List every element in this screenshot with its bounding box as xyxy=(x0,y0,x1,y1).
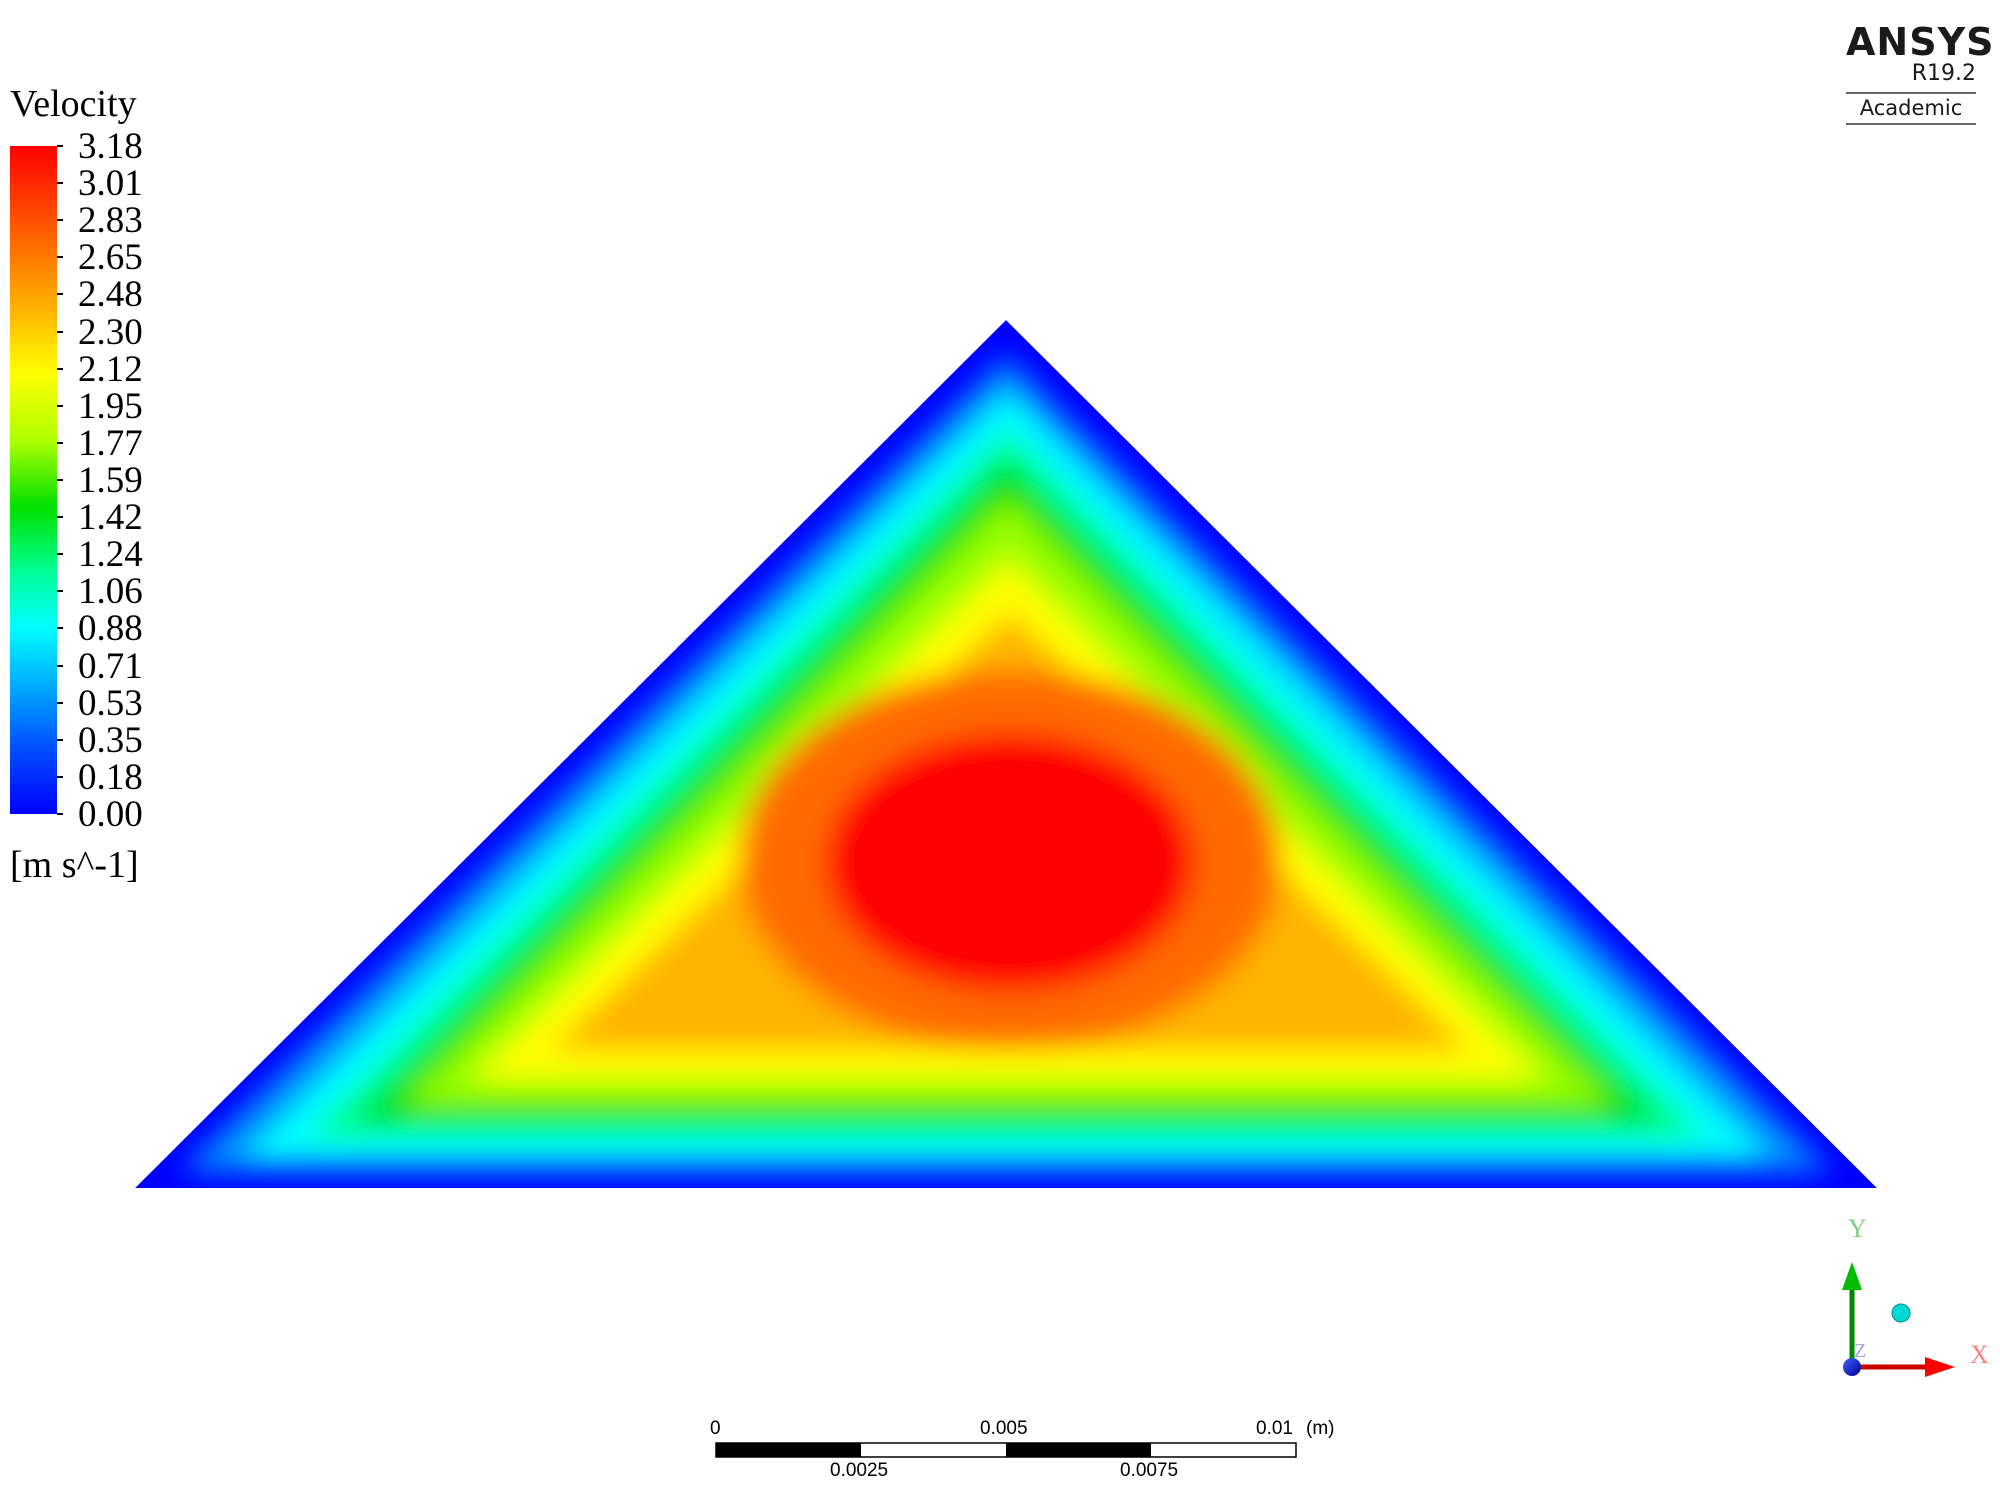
colorbar-tick-mark xyxy=(57,775,63,778)
z-axis-marker xyxy=(1843,1358,1861,1376)
colorbar-tick-mark xyxy=(57,404,63,407)
colorbar-tick-mark xyxy=(57,441,63,444)
colorbar-tick-label: 0.00 xyxy=(78,794,143,835)
colorbar-tick-label: 0.53 xyxy=(78,682,143,724)
colorbar-tick-mark xyxy=(57,479,63,481)
x-arrow-head xyxy=(1925,1357,1955,1377)
scale-label-0005: 0.005 xyxy=(980,1418,1028,1439)
colorbar-tick-label: 3.01 xyxy=(78,163,143,205)
colorbar-tick-mark xyxy=(57,256,63,259)
x-axis-label: X xyxy=(1970,1340,1989,1369)
contour-band-9 xyxy=(825,732,1195,992)
colorbar-tick-label: 2.83 xyxy=(78,200,143,242)
colorbar-tick-label: 0.88 xyxy=(78,608,143,650)
legend-unit: [m s^-1] xyxy=(10,844,139,886)
axis-triad xyxy=(1842,1262,1955,1377)
colorbar-tick-mark xyxy=(57,182,63,185)
scale-bar-segment-3 xyxy=(1006,1443,1151,1457)
colorbar-tick-label: 0.71 xyxy=(78,645,143,687)
logo-brand: ANSYS xyxy=(1846,20,1995,64)
y-axis-label: Y xyxy=(1848,1214,1867,1243)
colorbar-tick-label: 0.18 xyxy=(78,756,143,798)
colorbar-tick-mark xyxy=(57,516,63,519)
colorbar-tick-mark xyxy=(57,367,63,370)
colorbar-tick-mark xyxy=(57,627,63,630)
colorbar-tick-label: 1.95 xyxy=(78,385,143,427)
colorbar-tick-mark xyxy=(57,553,63,556)
view-point-sphere xyxy=(1891,1303,1911,1323)
colorbar-tick-mark xyxy=(57,293,63,296)
colorbar-tick-label: 2.12 xyxy=(78,348,143,390)
colorbar-tick-label: 2.65 xyxy=(78,237,143,279)
scale-label-001: 0.01 xyxy=(1256,1418,1293,1439)
z-axis-label: Z xyxy=(1854,1340,1867,1362)
colorbar-tick-mark xyxy=(57,813,63,815)
colorbar-tick-label: 1.24 xyxy=(78,534,143,576)
colorbar-tick-label: 1.59 xyxy=(78,460,143,501)
legend-title: Velocity xyxy=(10,83,137,125)
velocity-contour xyxy=(135,320,1877,1188)
ansys-logo: ANSYS R19.2 Academic xyxy=(1846,20,1995,125)
colorbar-tick-label: 1.42 xyxy=(78,497,143,539)
scale-label-00075: 0.0075 xyxy=(1120,1460,1179,1481)
colorbar-tick-mark xyxy=(57,590,63,593)
colorbar-tick-mark xyxy=(57,330,63,333)
colorbar xyxy=(10,146,57,814)
colorbar-tick-mark xyxy=(57,145,63,147)
logo-version: R19.2 xyxy=(1911,61,1976,86)
logo-edition: Academic xyxy=(1846,92,1976,125)
colorbar-tick-mark xyxy=(57,701,63,704)
colorbar-tick-label: 3.18 xyxy=(78,126,143,167)
scale-bar xyxy=(715,1442,1297,1458)
colorbar-tick-label: 1.06 xyxy=(78,571,143,613)
scale-unit: (m) xyxy=(1306,1418,1335,1439)
scale-label-00025: 0.0025 xyxy=(830,1460,889,1481)
colorbar-tick-label: 0.35 xyxy=(78,719,143,761)
colorbar-tick-label: 2.30 xyxy=(78,311,143,353)
y-arrow-head xyxy=(1842,1262,1862,1290)
colorbar-tick-label: 1.77 xyxy=(78,422,143,464)
scale-bar-segment-1 xyxy=(716,1443,861,1457)
colorbar-tick-mark xyxy=(57,664,63,667)
scale-label-0: 0 xyxy=(710,1418,721,1439)
colorbar-tick-mark xyxy=(57,219,63,222)
colorbar-tick-mark xyxy=(57,738,63,741)
colorbar-tick-label: 2.48 xyxy=(78,274,143,316)
